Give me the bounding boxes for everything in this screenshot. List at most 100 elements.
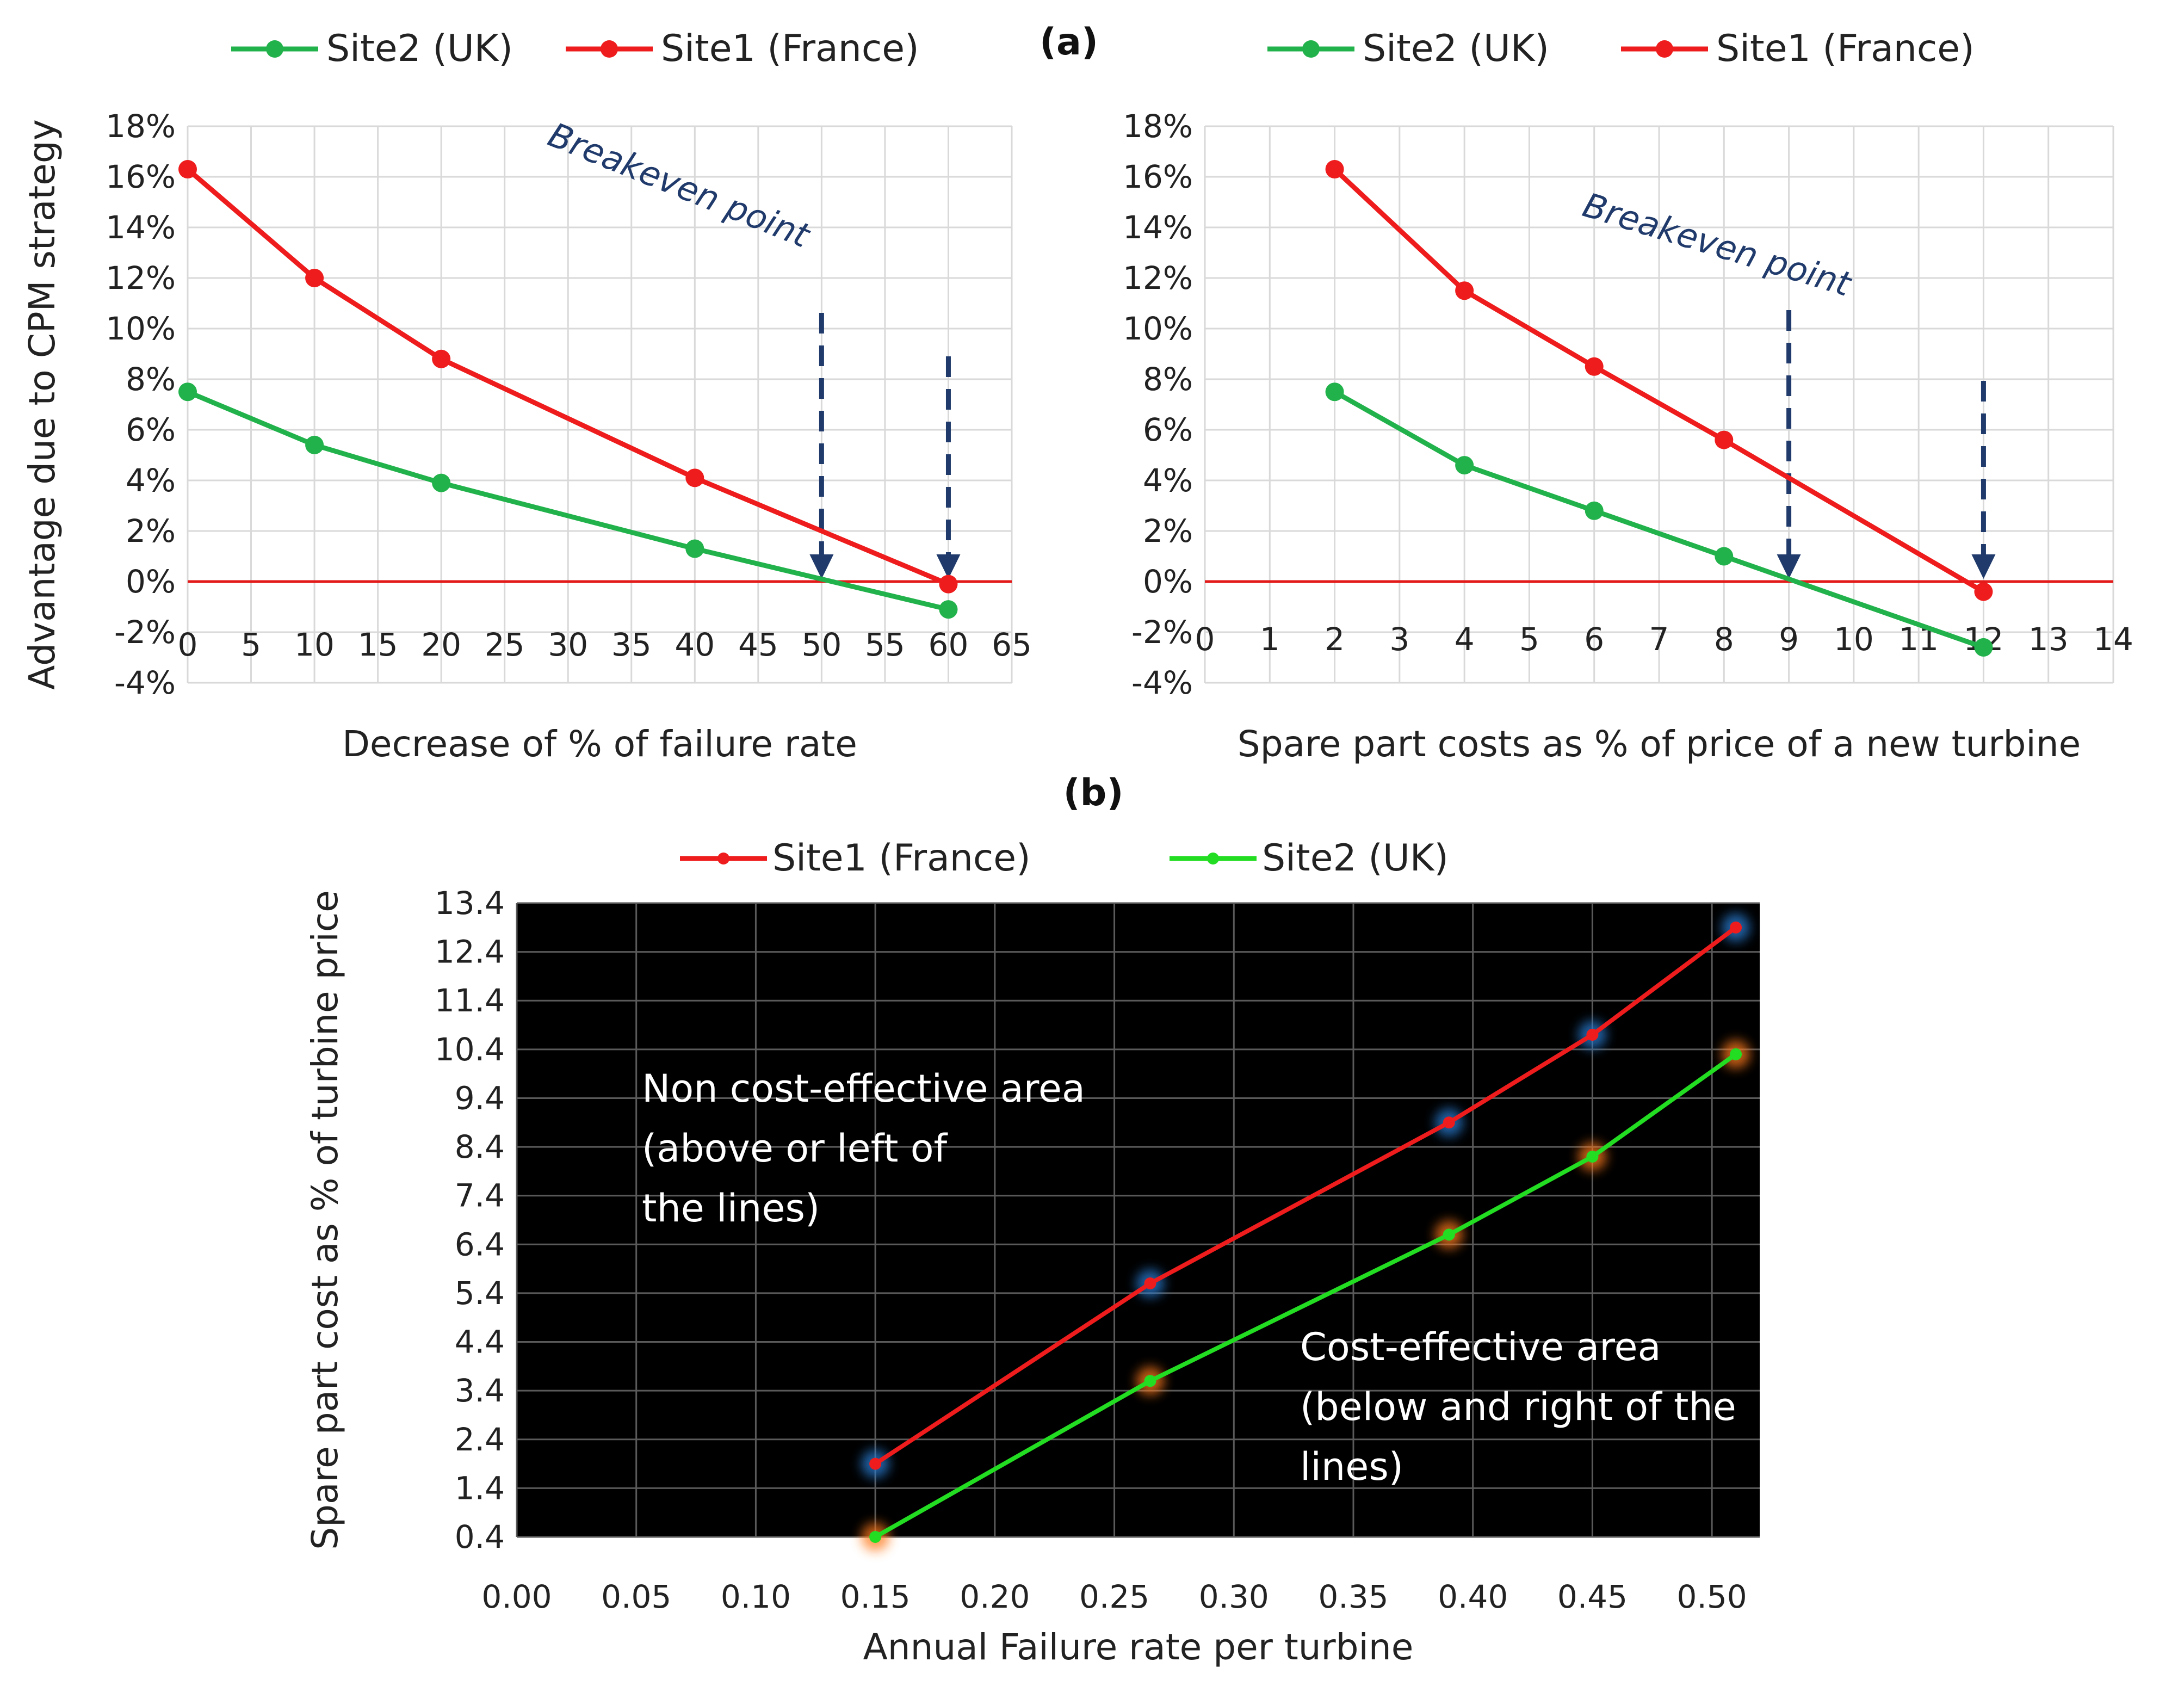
y-tick-label: 7.4: [455, 1177, 505, 1214]
y-tick-label: 0%: [126, 563, 176, 600]
breakeven-arrow-head: [809, 554, 834, 579]
y-tick-label: 18%: [1123, 108, 1193, 145]
x-tick-label: 50: [801, 626, 842, 663]
data-point: [1586, 1028, 1599, 1041]
x-tick-label: 55: [865, 626, 905, 663]
x-tick-label: 0.50: [1677, 1578, 1747, 1615]
data-point: [432, 473, 451, 492]
y-tick-label: 0%: [1143, 563, 1193, 600]
y-tick-label: 4%: [1143, 462, 1193, 499]
breakeven-arrow-head: [936, 554, 961, 579]
region-annotation: the lines): [642, 1186, 820, 1231]
y-tick-label: 11.4: [435, 982, 505, 1019]
data-point: [1144, 1375, 1156, 1387]
x-tick-label: 3: [1389, 621, 1409, 658]
x-tick-label: 5: [1519, 621, 1539, 658]
data-point: [869, 1531, 882, 1543]
data-point: [1974, 638, 1993, 657]
data-point: [178, 160, 197, 179]
x-tick-label: 13: [2028, 621, 2069, 658]
y-tick-label: 3.4: [455, 1372, 505, 1409]
data-point: [432, 349, 451, 368]
y-tick-label: 6%: [1143, 411, 1193, 448]
x-tick-label: 0.25: [1079, 1578, 1149, 1615]
legend-swatch-marker: [717, 853, 729, 864]
breakeven-label: Breakeven point: [1579, 185, 1857, 305]
region-annotation: Cost-effective area: [1300, 1325, 1661, 1369]
y-tick-label: 14%: [106, 209, 176, 246]
chart-a-left: -4% -2% 0% 2% 4% 6% 8% 10% 12% 14% 16% 18% 0 5 10 15 20 2…: [21, 27, 1032, 765]
region-annotation: lines): [1300, 1444, 1403, 1489]
legend-swatch-marker: [1656, 40, 1673, 58]
region-annotation: Non cost-effective area: [642, 1066, 1085, 1111]
data-point: [1325, 160, 1344, 179]
y-tick-label: -2%: [114, 614, 176, 651]
y-tick-label: 2%: [1143, 512, 1193, 549]
y-tick-label: 10.4: [435, 1031, 505, 1068]
y-tick-label: 12%: [106, 260, 176, 297]
x-tick-label: 0.00: [481, 1578, 552, 1615]
chart-a-right: -4% -2% 0% 2% 4% 6% 8% 10% 12% 14% 16% 18% 0 1 2 3 4 5 6 7 8…: [1123, 27, 2133, 765]
y-tick-label: 2%: [126, 512, 176, 549]
legend-label: Site1 (France): [1716, 27, 1975, 70]
y-tick-label: 12.4: [435, 934, 505, 971]
data-point: [1586, 1151, 1599, 1163]
y-tick-label: 8.4: [455, 1128, 505, 1165]
x-tick-label: 14: [2093, 621, 2133, 658]
x-tick-label: 0: [1195, 621, 1215, 658]
legend-label: Site2 (UK): [1262, 837, 1449, 880]
data-point: [685, 539, 704, 558]
x-tick-label: 4: [1455, 621, 1475, 658]
x-tick-label: 2: [1325, 621, 1345, 658]
x-tick-label: 0.45: [1557, 1578, 1628, 1615]
data-point: [869, 1458, 882, 1470]
legend-swatch-marker: [601, 40, 618, 58]
x-tick-label: 0: [178, 626, 198, 663]
y-tick-label: 0.4: [455, 1518, 505, 1555]
x-tick-label: 9: [1779, 621, 1799, 658]
x-tick-label: 15: [358, 626, 398, 663]
region-annotation: (below and right of the: [1300, 1385, 1736, 1429]
y-tick-label: 6.4: [455, 1226, 505, 1263]
y-tick-label: 9.4: [455, 1079, 505, 1116]
panel-label-b: (b): [1063, 771, 1124, 814]
data-point: [685, 468, 704, 487]
y-axis-title: Spare part cost as % of turbine price: [304, 890, 346, 1550]
legend-label: Site1 (France): [661, 27, 919, 70]
y-tick-label: 5.4: [455, 1275, 505, 1312]
x-tick-label: 6: [1584, 621, 1604, 658]
legend-swatch-marker: [1302, 40, 1320, 58]
y-tick-label: 8%: [126, 361, 176, 398]
data-point: [1730, 1048, 1742, 1060]
data-point: [1325, 382, 1344, 402]
x-tick-label: 60: [929, 626, 969, 663]
x-tick-label: 10: [294, 626, 335, 663]
legend-swatch-marker: [266, 40, 283, 58]
x-tick-label: 35: [611, 626, 652, 663]
x-tick-label: 30: [548, 626, 588, 663]
data-point: [1144, 1277, 1156, 1289]
data-point: [1443, 1116, 1455, 1129]
x-tick-label: 0.40: [1438, 1578, 1508, 1615]
y-tick-label: 10%: [1123, 310, 1193, 347]
data-point: [1730, 921, 1742, 934]
y-tick-label: -2%: [1131, 614, 1193, 651]
legend-label: Site2 (UK): [326, 27, 513, 70]
x-tick-label: 7: [1649, 621, 1669, 658]
x-tick-label: 65: [992, 626, 1032, 663]
data-point: [305, 435, 324, 454]
plot-background: [517, 903, 1760, 1537]
breakeven-label: Breakeven point: [543, 115, 816, 256]
region-annotation: (above or left of: [642, 1126, 948, 1171]
y-axis-title: Advantage due to CPM strategy: [21, 119, 63, 690]
y-tick-label: -4%: [114, 664, 176, 701]
y-tick-label: 2.4: [455, 1421, 505, 1458]
data-point: [1715, 430, 1734, 449]
y-tick-label: 1.4: [455, 1469, 505, 1506]
y-tick-label: 14%: [1123, 209, 1193, 246]
data-point: [939, 575, 958, 594]
data-point: [1455, 456, 1474, 475]
y-tick-label: 16%: [106, 158, 176, 195]
data-point: [1443, 1228, 1455, 1241]
